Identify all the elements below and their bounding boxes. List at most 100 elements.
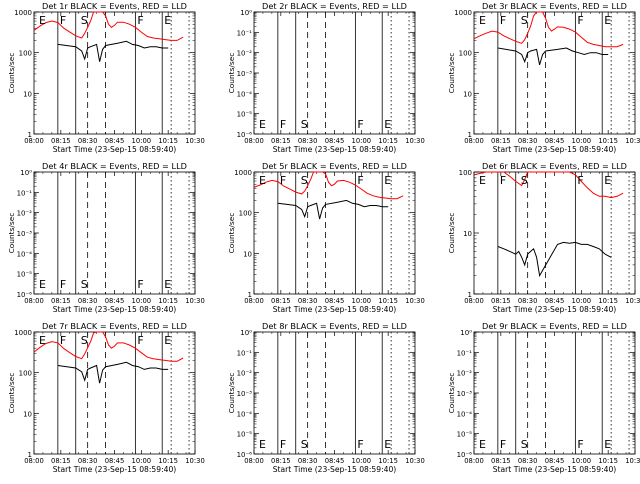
region-label-e: E xyxy=(604,438,611,451)
x-tick-label: 10:00 xyxy=(352,137,372,145)
region-label-s: S xyxy=(521,174,528,187)
region-label-e: E xyxy=(384,174,391,187)
region-label-f: F xyxy=(60,278,66,291)
y-tick-label: 10⁻¹ xyxy=(237,29,253,37)
x-axis-label: Start Time (23-Sep-15 08:59:40) xyxy=(273,145,397,154)
x-tick-label: 08:00 xyxy=(244,297,264,305)
region-label-f: F xyxy=(577,14,583,27)
panel-title: Det 6r BLACK = Events, RED = LLD xyxy=(482,161,627,171)
y-tick-label: 10⁻² xyxy=(237,370,253,378)
y-tick-label: 10⁻² xyxy=(457,370,473,378)
y-tick-label: 100 xyxy=(239,210,252,218)
y-tick-label: 1000 xyxy=(14,329,32,337)
y-tick-label: 1000 xyxy=(454,9,472,17)
x-axis-label: Start Time (23-Sep-15 08:59:40) xyxy=(53,305,177,314)
region-label-s: S xyxy=(301,438,308,451)
panel-det-4: Det 4r BLACK = Events, RED = LLD 10⁻⁶ 10⁻⁵… xyxy=(7,161,205,314)
x-tick-label: 10:15 xyxy=(378,137,398,145)
region-label-e: E xyxy=(259,118,266,131)
y-axis-label: Counts/sec xyxy=(447,213,456,254)
y-tick-label: 10 xyxy=(463,90,472,98)
region-label-s: S xyxy=(81,278,88,291)
y-axis-label: Counts/sec xyxy=(227,213,236,254)
x-tick-label: 08:00 xyxy=(464,457,484,465)
x-tick-label: 08:45 xyxy=(545,297,565,305)
y-axis-label: Counts/sec xyxy=(7,373,16,414)
x-tick-label: 08:00 xyxy=(244,457,264,465)
x-tick-label: 10:30 xyxy=(625,297,640,305)
y-tick-label: 10⁻¹ xyxy=(17,189,33,197)
x-tick-label: 08:45 xyxy=(325,137,345,145)
y-tick-label: 10⁻⁴ xyxy=(17,250,33,258)
x-tick-label: 08:00 xyxy=(464,297,484,305)
y-axis-label: Counts/sec xyxy=(447,53,456,94)
series-lld-line xyxy=(473,171,624,199)
y-tick-label: 10⁻⁴ xyxy=(237,90,253,98)
y-tick-label: 10⁻⁶ xyxy=(17,291,33,299)
region-label-f: F xyxy=(137,14,143,27)
y-axis-label: Counts/sec xyxy=(227,53,236,94)
x-tick-label: 08:00 xyxy=(244,137,264,145)
panel-title: Det 8r BLACK = Events, RED = LLD xyxy=(262,321,407,331)
x-tick-label: 10:30 xyxy=(185,297,205,305)
x-tick-label: 10:15 xyxy=(598,137,618,145)
y-tick-label: 1 xyxy=(248,291,252,299)
y-tick-label: 10⁻² xyxy=(17,210,33,218)
series-lld-line xyxy=(253,171,404,200)
region-label-f: F xyxy=(137,334,143,347)
region-label-f: F xyxy=(500,438,506,451)
x-tick-label: 10:15 xyxy=(598,457,618,465)
y-tick-label: 100 xyxy=(459,169,472,177)
y-tick-label: 10 xyxy=(243,250,252,258)
panel-title: Det 1r BLACK = Events, RED = LLD xyxy=(42,1,187,11)
x-axis-label: Start Time (23-Sep-15 08:59:40) xyxy=(493,465,617,474)
region-label-e: E xyxy=(604,174,611,187)
x-tick-label: 10:00 xyxy=(572,297,592,305)
x-tick-label: 10:30 xyxy=(405,457,425,465)
x-tick-label: 08:45 xyxy=(105,297,125,305)
region-label-s: S xyxy=(301,118,308,131)
y-tick-label: 1 xyxy=(468,291,472,299)
x-tick-label: 08:30 xyxy=(78,297,98,305)
series-events-line xyxy=(497,241,612,278)
region-label-e: E xyxy=(259,438,266,451)
x-tick-label: 08:15 xyxy=(51,137,71,145)
y-tick-label: 100 xyxy=(19,370,32,378)
x-tick-label: 10:15 xyxy=(378,457,398,465)
x-tick-label: 10:15 xyxy=(158,137,178,145)
y-tick-label: 10⁻² xyxy=(237,50,253,58)
y-tick-label: 1000 xyxy=(14,9,32,17)
x-tick-label: 08:30 xyxy=(78,137,98,145)
region-label-f: F xyxy=(280,174,286,187)
panel-det-5: Det 5r BLACK = Events, RED = LLD 1 10 100 10… xyxy=(227,161,425,314)
y-tick-label: 10⁻⁶ xyxy=(237,451,253,459)
series-lld-line xyxy=(33,11,184,41)
region-label-f: F xyxy=(280,438,286,451)
region-label-f: F xyxy=(60,14,66,27)
x-tick-label: 08:15 xyxy=(51,457,71,465)
y-tick-label: 10⁰ xyxy=(240,9,252,17)
x-axis-label: Start Time (23-Sep-15 08:59:40) xyxy=(493,305,617,314)
x-axis-label: Start Time (23-Sep-15 08:59:40) xyxy=(273,465,397,474)
y-tick-label: 10⁻⁵ xyxy=(237,111,253,119)
region-label-s: S xyxy=(521,438,528,451)
y-tick-label: 10⁻³ xyxy=(457,390,473,398)
panel-title: Det 4r BLACK = Events, RED = LLD xyxy=(42,161,187,171)
y-tick-label: 10⁻³ xyxy=(237,390,253,398)
y-tick-label: 10⁻⁴ xyxy=(457,410,473,418)
series-events-line xyxy=(497,47,609,66)
region-label-f: F xyxy=(357,438,363,451)
panel-det-9: Det 9r BLACK = Events, RED = LLD 10⁻⁶ 10⁻⁵… xyxy=(447,321,640,474)
panel-det-2: Det 2r BLACK = Events, RED = LLD 10⁻⁶ 10⁻⁵… xyxy=(227,1,425,154)
series-events-line xyxy=(277,199,389,220)
panel-det-7: Det 7r BLACK = Events, RED = LLD 1 10 100 10… xyxy=(7,321,205,474)
y-axis-label: Counts/sec xyxy=(227,373,236,414)
region-label-e: E xyxy=(479,438,486,451)
y-tick-label: 100 xyxy=(459,50,472,58)
x-tick-label: 08:30 xyxy=(518,137,538,145)
x-axis-label: Start Time (23-Sep-15 08:59:40) xyxy=(53,465,177,474)
y-tick-label: 100 xyxy=(19,50,32,58)
region-label-f: F xyxy=(137,278,143,291)
panel-title: Det 7r BLACK = Events, RED = LLD xyxy=(42,321,187,331)
